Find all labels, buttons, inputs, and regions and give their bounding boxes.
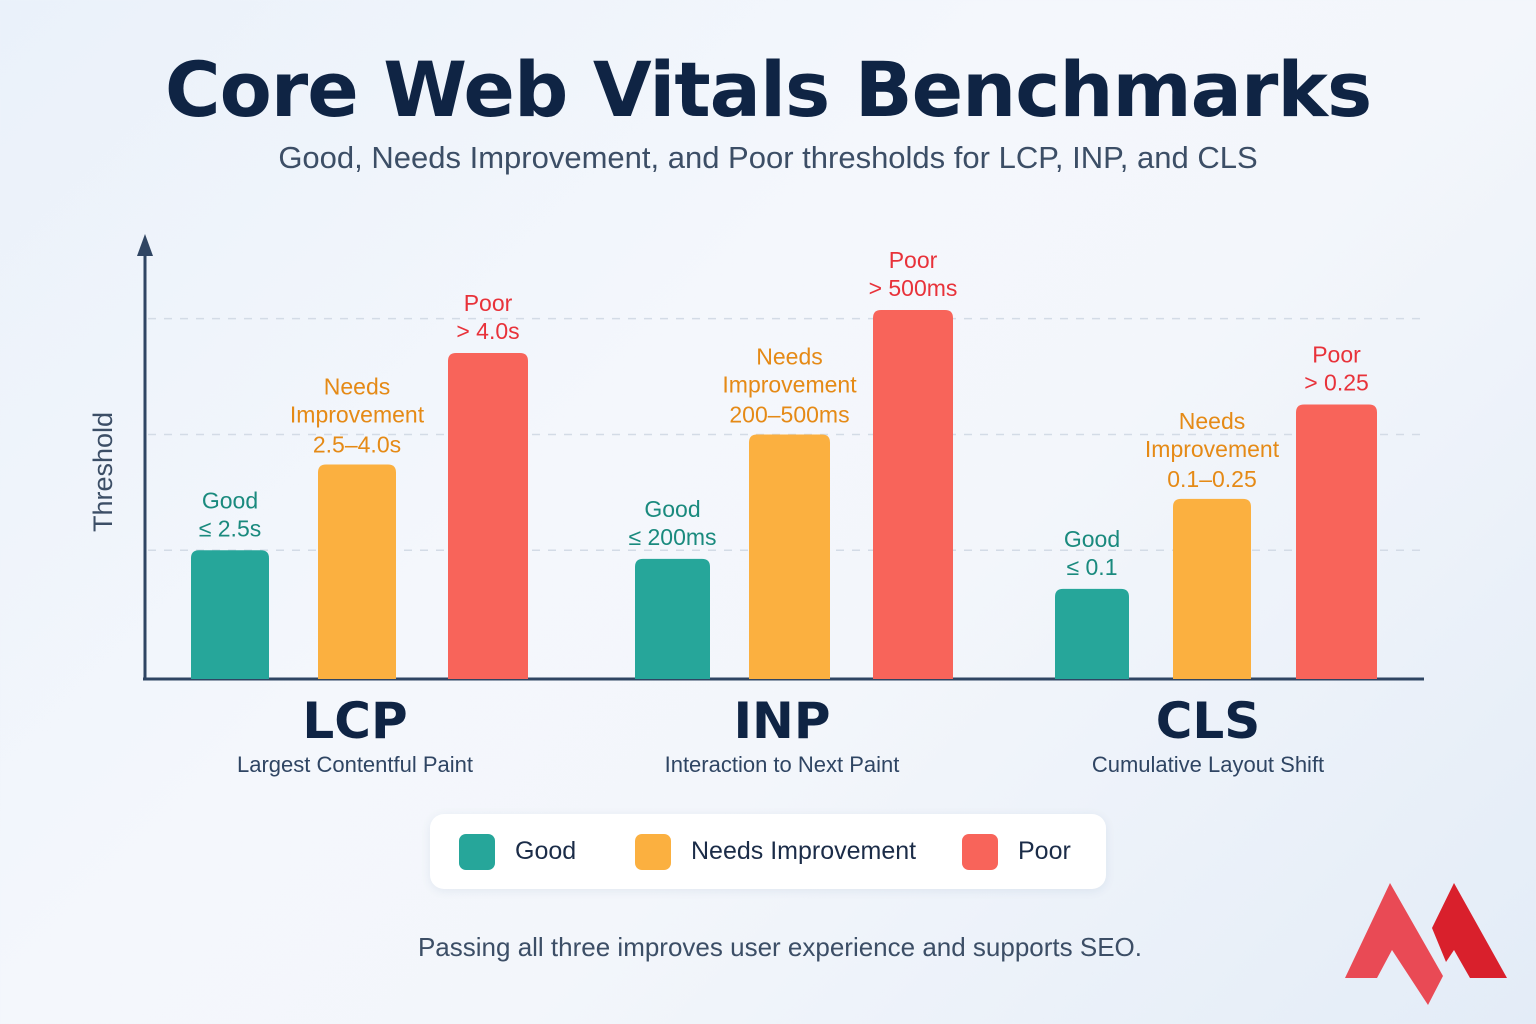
bar-label-good-cls: ≤ 0.1 [1067,554,1118,580]
footer-note: Passing all three improves user experien… [417,932,1143,962]
bar-label-good-lcp: Good [202,487,258,513]
y-axis-label: Threshold [88,412,118,532]
y-axis-arrow-icon [137,234,153,256]
bar-needs-inp [749,434,830,679]
bar-label-needs-lcp: Needs [324,374,390,400]
legend: Good Needs Improvement Poor [430,814,1106,889]
bar-poor-lcp [448,352,528,679]
legend-swatch-poor [962,833,998,870]
bar-label-good-inp: Good [644,496,700,522]
bar-label-needs-inp: 200–500ms [729,401,849,427]
bar-label-needs-cls: 0.1–0.25 [1167,466,1257,492]
bar-label-poor-inp: Poor [889,247,938,273]
bar-good-inp [635,558,710,679]
category-label-inp: INP [733,692,830,750]
legend-label-poor: Poor [1018,837,1071,865]
bar-label-poor-lcp: Poor [464,290,513,316]
bar-label-needs-lcp: Improvement [290,402,425,428]
category-name-lcp: Largest Contentful Paint [237,752,473,777]
chart-subtitle: Good, Needs Improvement, and Poor thresh… [278,140,1258,175]
bar-good-cls [1055,588,1129,679]
bar-poor-cls [1296,404,1377,679]
bar-label-good-inp: ≤ 200ms [628,524,716,550]
bar-needs-lcp [318,464,396,679]
bar-poor-inp [873,310,953,679]
bar-label-needs-lcp: 2.5–4.0s [313,432,401,458]
legend-label-good: Good [515,837,577,865]
bar-label-needs-inp: Needs [756,343,822,369]
legend-swatch-good [459,833,495,870]
legend-label-needs: Needs Improvement [691,837,917,865]
legend-item-needs: Needs Improvement [635,833,917,870]
bar-label-needs-inp: Improvement [722,371,857,397]
bar-label-needs-cls: Needs [1179,408,1245,434]
legend-swatch-needs [635,833,671,870]
category-label-lcp: LCP [302,692,407,750]
bar-needs-cls [1173,498,1251,679]
category-name-cls: Cumulative Layout Shift [1092,752,1324,777]
brand-logo [1345,883,1507,1005]
bar-label-poor-cls: Poor [1312,341,1361,367]
bar-label-needs-cls: Improvement [1145,436,1280,462]
bar-label-good-cls: Good [1064,526,1120,552]
category-name-inp: Interaction to Next Paint [665,752,900,777]
legend-item-poor: Poor [962,833,1071,870]
legend-item-good: Good [459,833,577,870]
bar-good-lcp [191,550,269,679]
bar-label-good-lcp: ≤ 2.5s [199,515,262,541]
bar-label-poor-inp: > 500ms [869,275,958,301]
bar-label-poor-cls: > 0.25 [1304,369,1369,395]
chart-title: Core Web Vitals Benchmarks [164,45,1372,134]
category-label-cls: CLS [1156,692,1261,750]
bar-label-poor-lcp: > 4.0s [456,318,519,344]
